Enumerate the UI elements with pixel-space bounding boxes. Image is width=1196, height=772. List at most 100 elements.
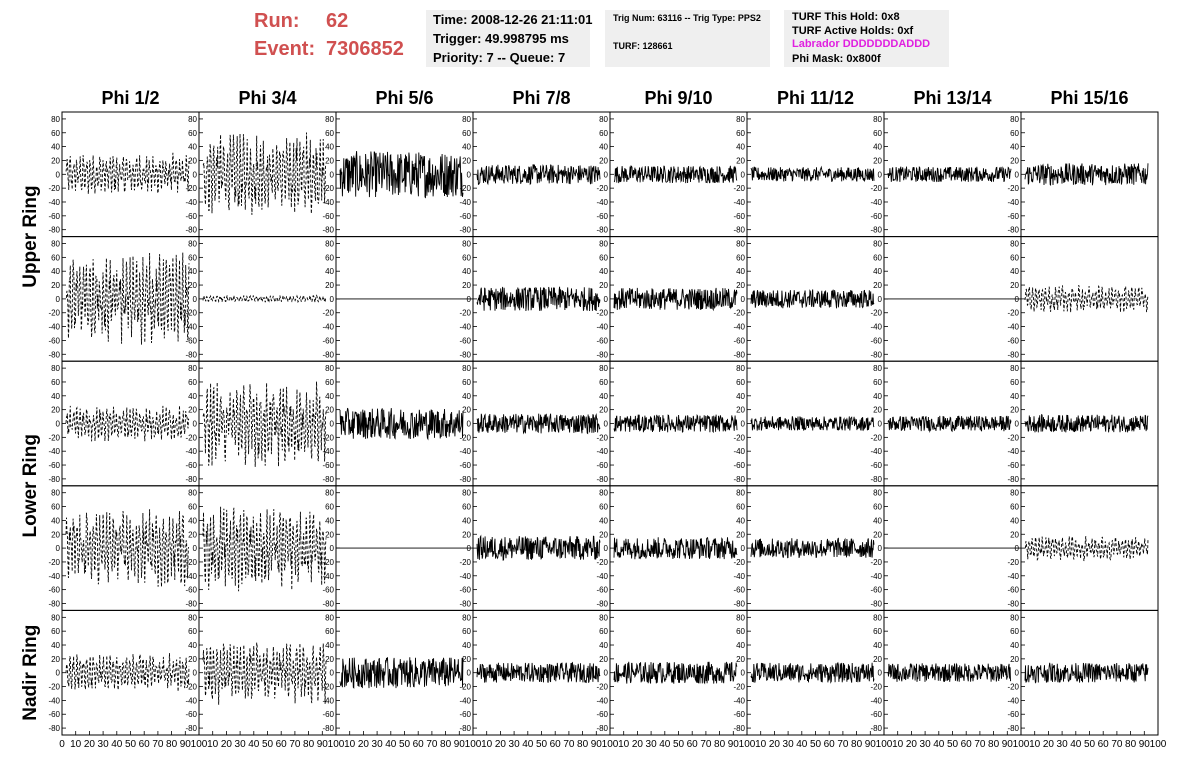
y-tick-label: 0 xyxy=(604,544,609,553)
waveform-trace xyxy=(202,381,327,467)
x-tick-label: 60 xyxy=(550,739,562,750)
x-tick-label: 90 xyxy=(180,739,192,750)
y-tick-label: -80 xyxy=(733,350,745,359)
waveform-trace xyxy=(750,416,875,432)
y-tick-label: 0 xyxy=(741,170,746,179)
x-tick-label: 20 xyxy=(358,739,370,750)
event-label: Event: xyxy=(254,38,316,60)
y-tick-label: 80 xyxy=(462,115,471,124)
y-tick-label: -60 xyxy=(596,586,608,595)
y-tick-label: 60 xyxy=(325,378,334,387)
y-tick-label: 80 xyxy=(599,613,608,622)
y-tick-label: -80 xyxy=(459,724,471,733)
y-tick-label: -80 xyxy=(322,226,334,235)
y-tick-label: 60 xyxy=(51,503,60,512)
y-tick-label: 60 xyxy=(462,503,471,512)
x-tick-label: 10 xyxy=(892,739,904,750)
column-header: Phi 13/14 xyxy=(913,88,991,108)
y-tick-label: -80 xyxy=(322,350,334,359)
x-tick-label: 50 xyxy=(1084,739,1096,750)
x-tick-label: 20 xyxy=(495,739,507,750)
panel-frame xyxy=(61,485,200,611)
y-tick-label: 60 xyxy=(1010,627,1019,636)
y-tick-label: 80 xyxy=(736,240,745,249)
x-tick-label: 30 xyxy=(372,739,384,750)
y-tick-label: 20 xyxy=(462,156,471,165)
y-tick-label: 40 xyxy=(188,143,197,152)
waveform-trace xyxy=(65,653,190,692)
y-tick-label: -40 xyxy=(48,447,60,456)
x-tick-label: 80 xyxy=(988,739,1000,750)
column-header: Phi 11/12 xyxy=(777,88,854,108)
y-tick-label: -20 xyxy=(596,184,608,193)
y-tick-label: 80 xyxy=(1010,613,1019,622)
y-tick-label: 80 xyxy=(51,613,60,622)
y-tick-label: -40 xyxy=(459,572,471,581)
x-tick-label: 10 xyxy=(618,739,630,750)
y-tick-label: 20 xyxy=(188,281,197,290)
x-tick-label: 20 xyxy=(1043,739,1055,750)
y-tick-label: 40 xyxy=(873,143,882,152)
y-tick-label: -20 xyxy=(185,309,197,318)
waveform-trace xyxy=(613,165,738,184)
y-tick-label: 80 xyxy=(462,613,471,622)
y-tick-label: 40 xyxy=(51,641,60,650)
y-tick-label: 40 xyxy=(599,143,608,152)
x-tick-label: 40 xyxy=(248,739,260,750)
y-tick-label: -40 xyxy=(322,198,334,207)
y-tick-label: 60 xyxy=(188,627,197,636)
y-tick-label: -60 xyxy=(1007,586,1019,595)
y-tick-label: 0 xyxy=(193,420,198,429)
y-tick-label: -40 xyxy=(870,447,882,456)
y-tick-label: -60 xyxy=(185,461,197,470)
waveform-trace xyxy=(613,536,738,560)
y-tick-label: 60 xyxy=(873,253,882,262)
y-tick-label: 80 xyxy=(599,240,608,249)
y-tick-label: 0 xyxy=(741,295,746,304)
x-tick-label: 60 xyxy=(276,739,288,750)
y-tick-label: -80 xyxy=(733,724,745,733)
x-tick-label: 20 xyxy=(84,739,96,750)
x-tick-label: 50 xyxy=(536,739,548,750)
y-tick-label: -80 xyxy=(322,724,334,733)
y-tick-label: -40 xyxy=(870,572,882,581)
waveform-trace xyxy=(1024,534,1149,562)
x-tick-label: 40 xyxy=(111,739,123,750)
y-tick-label: 20 xyxy=(51,156,60,165)
waveform-trace xyxy=(476,164,601,186)
x-tick-label: 100 xyxy=(739,739,756,750)
y-tick-label: -60 xyxy=(1007,710,1019,719)
y-tick-label: -40 xyxy=(322,572,334,581)
y-tick-label: -40 xyxy=(48,696,60,705)
y-tick-label: -20 xyxy=(459,184,471,193)
y-tick-label: -20 xyxy=(596,683,608,692)
y-tick-label: 0 xyxy=(1015,420,1020,429)
y-tick-label: -20 xyxy=(1007,184,1019,193)
y-tick-label: -40 xyxy=(185,696,197,705)
y-tick-label: 20 xyxy=(1010,406,1019,415)
y-tick-label: 80 xyxy=(462,364,471,373)
y-tick-label: -60 xyxy=(733,586,745,595)
waveform-trace xyxy=(750,289,875,309)
y-tick-label: -20 xyxy=(322,309,334,318)
y-tick-label: -20 xyxy=(870,309,882,318)
y-tick-label: -40 xyxy=(322,323,334,332)
x-tick-label: 100 xyxy=(602,739,619,750)
y-tick-label: 0 xyxy=(467,295,472,304)
x-tick-label: 80 xyxy=(577,739,589,750)
y-tick-label: -40 xyxy=(185,198,197,207)
waveform-trace xyxy=(202,294,327,304)
time-panel: Time: 2008-12-26 21:11:01 Trigger: 49.99… xyxy=(426,10,592,67)
x-tick-label: 90 xyxy=(317,739,329,750)
y-tick-label: 20 xyxy=(599,655,608,664)
y-tick-label: 40 xyxy=(736,641,745,650)
x-tick-label: 100 xyxy=(465,739,482,750)
y-tick-label: 80 xyxy=(736,364,745,373)
y-tick-label: 60 xyxy=(188,129,197,138)
y-tick-label: 80 xyxy=(325,115,334,124)
y-tick-label: 80 xyxy=(873,240,882,249)
y-tick-label: -80 xyxy=(596,350,608,359)
y-tick-label: 80 xyxy=(599,364,608,373)
y-tick-label: -60 xyxy=(459,586,471,595)
trig-info-text: Trig Num: 63116 -- Trig Type: PPS2 xyxy=(613,13,761,23)
